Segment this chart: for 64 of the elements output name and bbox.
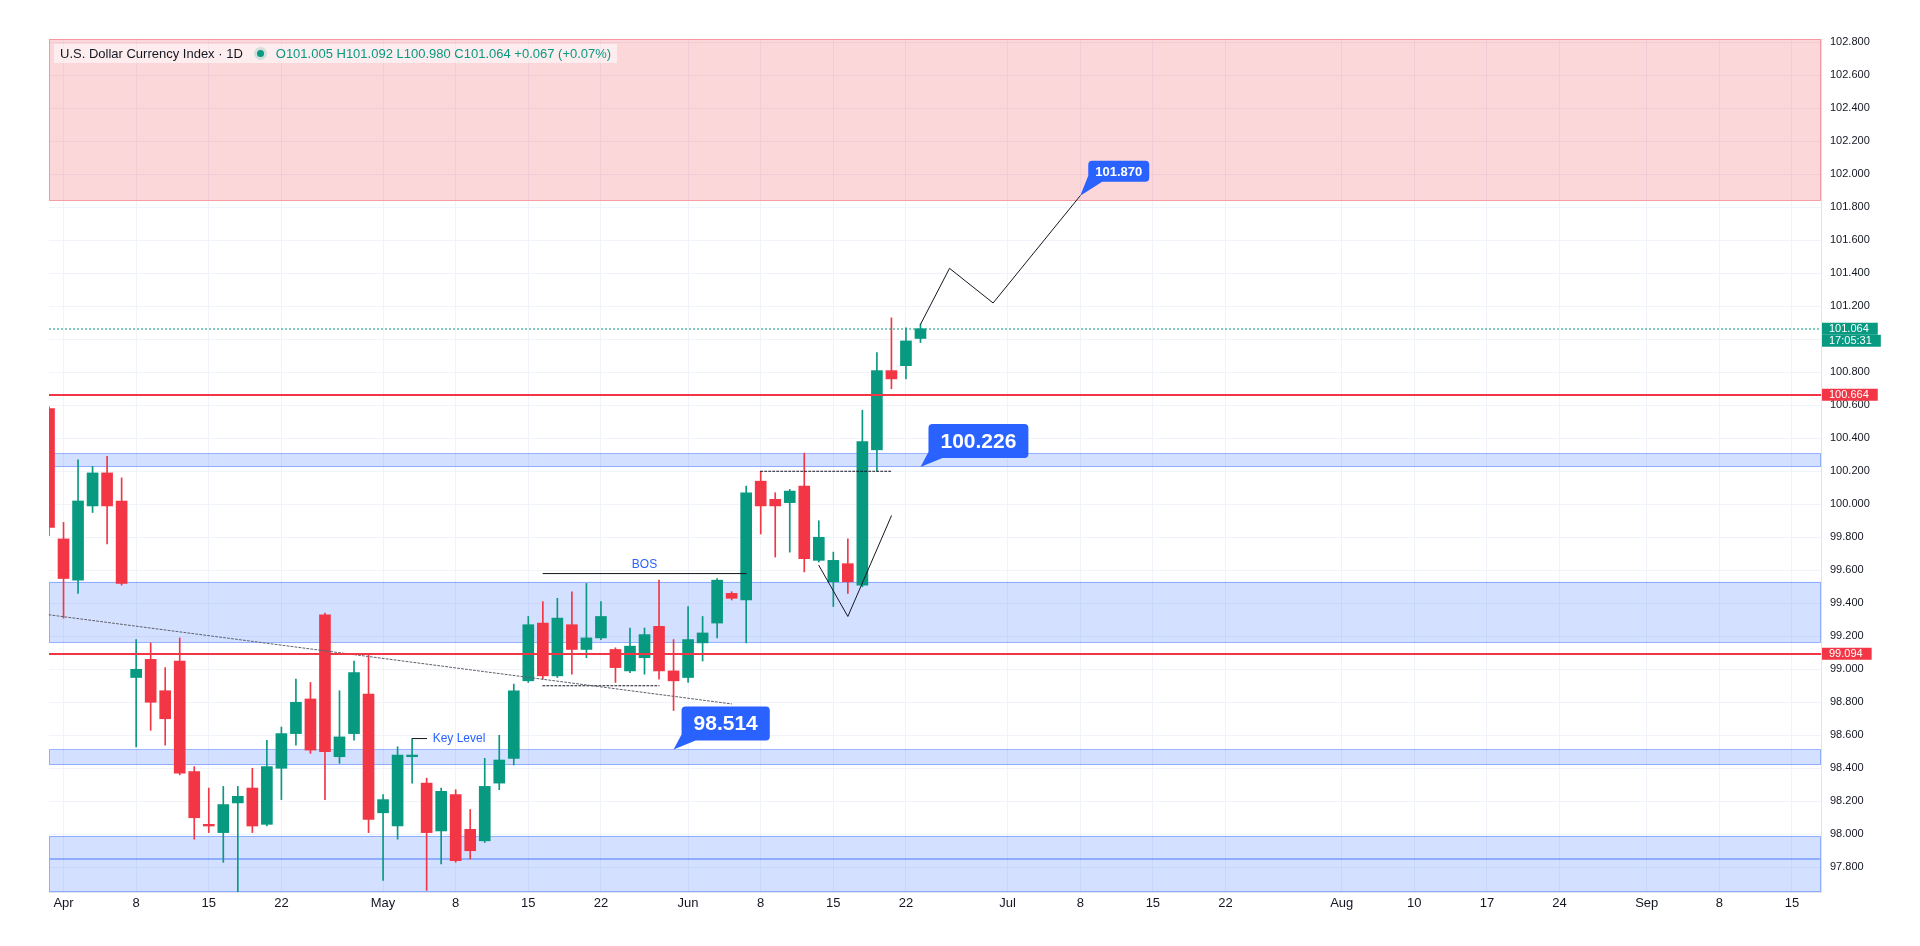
annotation: 100.226 [940, 428, 1017, 452]
text: 17:05:31 [1829, 334, 1872, 347]
candlestick [769, 492, 782, 558]
y-tick-label: 100.400 [1830, 431, 1870, 444]
ref-line-label: 101.064 [1829, 322, 1869, 335]
x-tick-label: Jul [999, 895, 1017, 911]
series-label: BOS [631, 556, 658, 571]
y-tick-label: 102.800 [1830, 35, 1870, 48]
y-tick-label: 101.400 [1830, 266, 1870, 279]
y-tick-label: 99.400 [1830, 596, 1864, 609]
x-tick-label: 8 [132, 895, 140, 911]
x-tick-label: May [370, 895, 396, 911]
x-tick-label: 15 [201, 895, 216, 911]
x-tick-label: 15 [1145, 895, 1161, 911]
y-tick-label: 99.200 [1830, 629, 1864, 642]
y-tick-label: 100.000 [1830, 497, 1870, 510]
y-tick-label: 98.800 [1830, 695, 1864, 708]
x-tick-label: Aug [1330, 895, 1354, 911]
x-tick-label: 8 [1076, 895, 1084, 911]
ref-line-label: 100.664 [1829, 388, 1869, 401]
y-tick-label: 100.200 [1830, 464, 1870, 477]
y-tick-label: 100.800 [1830, 365, 1870, 378]
y-tick-label: 98.200 [1830, 794, 1864, 807]
y-tick-label: 99.800 [1830, 530, 1864, 543]
candlestick [231, 786, 244, 892]
annotation: 101.870 [1095, 163, 1143, 179]
x-tick-label: 22 [274, 895, 289, 911]
x-tick-label: 15 [521, 895, 536, 911]
annotation: 98.514 [693, 711, 759, 735]
y-tick-label: 102.000 [1830, 167, 1870, 180]
y-tick-label: 97.800 [1830, 860, 1864, 873]
x-tick-label: 10 [1407, 895, 1422, 911]
candlestick [130, 639, 142, 748]
x-tick-label: 8 [452, 895, 460, 911]
y-tick-label: 98.400 [1830, 761, 1864, 774]
candlestick [377, 794, 389, 881]
y-tick-label: 99.000 [1830, 662, 1864, 675]
x-tick-label: 15 [826, 895, 841, 911]
y-tick-label: 102.600 [1830, 68, 1870, 81]
x-tick-label: Jun [677, 895, 699, 911]
x-tick-label: Sep [1635, 895, 1659, 911]
x-tick-label: 22 [898, 895, 914, 911]
x-tick-label: 22 [593, 895, 609, 911]
x-tick-label: 8 [757, 895, 765, 911]
series-label: Key Level [432, 730, 486, 745]
y-tick-label: 100.600 [1830, 398, 1870, 411]
x-tick-label: 22 [1218, 895, 1233, 911]
y-tick-label: 99.600 [1830, 563, 1864, 576]
text: U.S. Dollar Currency Index · 1D [60, 46, 243, 61]
x-tick-label: Apr [53, 895, 75, 911]
y-tick-label: 102.200 [1830, 134, 1870, 147]
x-tick-label: 17 [1479, 895, 1495, 911]
x-tick-label: 8 [1715, 895, 1723, 911]
y-tick-label: 98.000 [1830, 827, 1864, 840]
x-tick-label: 15 [1784, 895, 1800, 911]
y-tick-label: 101.800 [1830, 200, 1870, 213]
x-tick-label: 24 [1552, 895, 1567, 911]
y-tick-label: 101.600 [1830, 233, 1870, 246]
y-tick-label: 98.600 [1830, 728, 1864, 741]
y-tick-label: 101.200 [1830, 299, 1870, 312]
y-tick-label: 102.400 [1830, 101, 1870, 114]
candlestick [783, 489, 796, 553]
text: O101.005 H101.092 L100.980 C101.064 +0.067 (+0.07%) [275, 46, 612, 61]
ref-line-label: 99.094 [1829, 647, 1863, 660]
